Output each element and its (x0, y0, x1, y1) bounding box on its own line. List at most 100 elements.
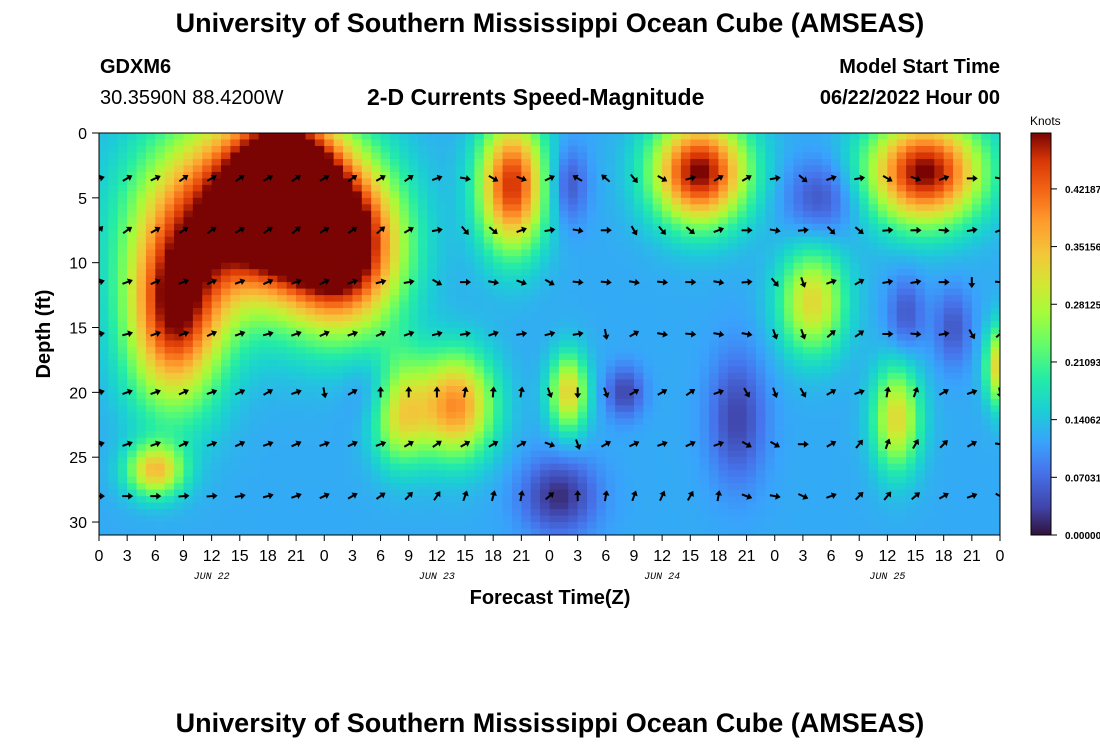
heatmap-cell (652, 301, 663, 309)
heatmap-cell (436, 308, 447, 316)
heatmap-cell (221, 476, 231, 484)
heatmap-cell (155, 502, 166, 510)
heatmap-cell (558, 385, 569, 393)
heatmap-cell (737, 476, 748, 484)
heatmap-cell (530, 282, 541, 290)
heatmap-cell (221, 515, 231, 523)
heatmap-cell (521, 372, 532, 380)
heatmap-cell (821, 249, 832, 257)
heatmap-cell (164, 204, 175, 212)
heatmap-cell (812, 269, 823, 277)
heatmap-cell (249, 308, 260, 316)
heatmap-cell (765, 210, 776, 218)
heatmap-cell (568, 476, 579, 484)
heatmap-cell (249, 346, 260, 355)
heatmap-cell (136, 139, 147, 147)
heatmap-cell (145, 171, 156, 179)
heatmap-cell (596, 133, 607, 141)
heatmap-cell (643, 139, 654, 147)
heatmap-cell (558, 528, 569, 535)
heatmap-cell (230, 275, 241, 283)
heatmap-cell (127, 210, 138, 218)
heatmap-cell (549, 346, 560, 355)
heatmap-cell (155, 230, 166, 238)
heatmap-cell (849, 210, 860, 218)
heatmap-cell (361, 483, 372, 491)
heatmap-cell (314, 424, 325, 432)
heatmap-cell (474, 321, 485, 329)
heatmap-cell (145, 308, 156, 316)
heatmap-cell (192, 515, 203, 523)
heatmap-cell (709, 152, 720, 160)
heatmap-cell (530, 210, 541, 218)
heatmap-cell (587, 256, 598, 264)
heatmap-cell (549, 243, 560, 251)
heatmap-cell (643, 398, 654, 406)
heatmap-cell (502, 133, 513, 141)
heatmap-cell (192, 204, 203, 212)
heatmap-cell (174, 463, 185, 471)
heatmap-cell (727, 463, 738, 471)
heatmap-cell (493, 249, 504, 257)
heatmap-cell (258, 295, 269, 303)
heatmap-cell (127, 385, 138, 393)
heatmap-cell (99, 424, 109, 432)
heatmap-cell (840, 178, 851, 186)
heatmap-cell (230, 372, 241, 380)
heatmap-cell (314, 528, 325, 535)
heatmap-cell (427, 139, 438, 147)
heatmap-cell (343, 145, 354, 154)
heatmap-cell (314, 476, 325, 484)
heatmap-cell (699, 139, 710, 147)
heatmap-cell (802, 398, 813, 406)
heatmap-cell (690, 353, 701, 361)
heatmap-cell (446, 282, 457, 290)
heatmap-cell (108, 197, 119, 205)
heatmap-cell (117, 321, 128, 329)
heatmap-cell (371, 353, 382, 361)
heatmap-cell (680, 158, 691, 167)
heatmap-cell (174, 236, 185, 244)
heatmap-cell (174, 178, 185, 186)
heatmap-cell (727, 204, 738, 212)
heatmap-cell (296, 398, 307, 406)
heatmap-cell (333, 431, 344, 439)
heatmap-cell (361, 184, 372, 192)
heatmap-cell (99, 379, 109, 387)
heatmap-cell (136, 236, 147, 244)
heatmap-cell (718, 398, 729, 406)
heatmap-cell (793, 184, 804, 192)
heatmap-cell (690, 145, 701, 154)
heatmap-cell (530, 463, 541, 471)
heatmap-cell (737, 178, 748, 186)
heatmap-cell (427, 256, 438, 264)
heatmap-cell (99, 308, 109, 316)
heatmap-cell (399, 359, 410, 368)
heatmap-cell (577, 165, 588, 173)
heatmap-cell (239, 210, 250, 218)
heatmap-cell (239, 359, 250, 368)
heatmap-cell (727, 184, 738, 192)
heatmap-cell (436, 165, 447, 173)
heatmap-cell (427, 437, 438, 445)
heatmap-cell (230, 217, 241, 225)
heatmap-cell (258, 470, 269, 478)
heatmap-cell (446, 243, 457, 251)
heatmap-cell (812, 346, 823, 355)
heatmap-cell (136, 340, 147, 348)
heatmap-cell (258, 444, 269, 452)
heatmap-cell (455, 171, 466, 179)
heatmap-cell (267, 340, 278, 348)
heatmap-cell (802, 210, 813, 218)
heatmap-cell (221, 431, 231, 439)
heatmap-cell (709, 528, 720, 535)
heatmap-cell (530, 515, 541, 523)
heatmap-cell (455, 372, 466, 380)
heatmap-cell (221, 340, 231, 348)
heatmap-cell (446, 522, 457, 530)
heatmap-cell (230, 191, 241, 199)
heatmap-cell (671, 171, 682, 179)
heatmap-cell (314, 353, 325, 361)
heatmap-cell (596, 321, 607, 329)
heatmap-cell (249, 496, 260, 504)
